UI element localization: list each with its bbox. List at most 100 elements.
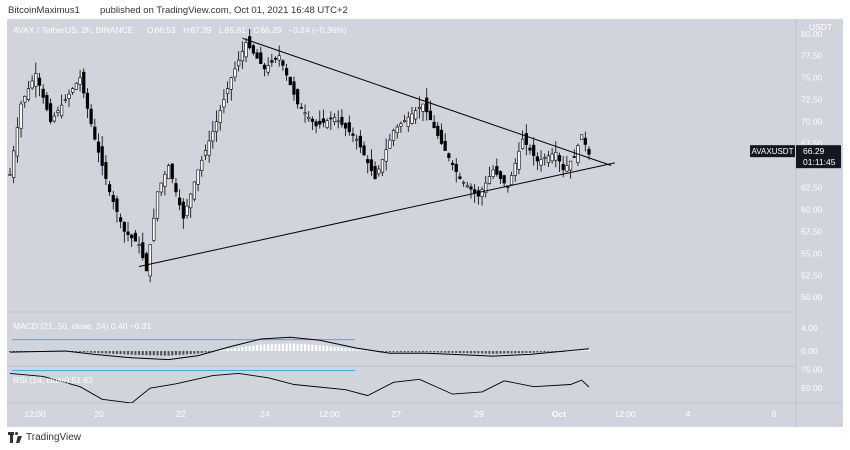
macd-histogram-bar <box>554 351 557 352</box>
macd-histogram-bar <box>392 351 395 353</box>
macd-histogram-bar <box>274 343 277 351</box>
macd-histogram-bar <box>580 350 583 351</box>
candle <box>244 38 248 63</box>
candle <box>436 121 440 140</box>
price-tick-label: 50.00 <box>801 292 823 302</box>
candle <box>299 102 303 109</box>
candle <box>174 178 178 197</box>
candle <box>137 236 141 254</box>
macd-histogram-bar <box>174 351 178 356</box>
macd-histogram-bar <box>326 345 329 351</box>
macd-histogram-bar <box>303 344 307 351</box>
candle <box>259 46 263 65</box>
macd-histogram-bar <box>388 351 391 353</box>
candle <box>532 137 536 166</box>
candle <box>119 213 123 229</box>
macd-histogram-bar <box>385 351 388 352</box>
time-tick-label: 12:00 <box>614 409 636 419</box>
macd-histogram-bar <box>333 346 336 351</box>
candle <box>159 182 163 197</box>
candle <box>262 62 267 77</box>
macd-histogram-bar <box>267 344 270 351</box>
macd-histogram-bar <box>381 351 384 352</box>
macd-histogram-bar <box>495 351 498 354</box>
macd-histogram-bar <box>185 351 189 355</box>
macd-histogram-bar <box>141 351 144 356</box>
candle <box>347 115 351 136</box>
candle <box>509 171 514 186</box>
macd-histogram-bar <box>337 347 340 351</box>
macd-histogram-bar <box>407 351 410 353</box>
candle <box>8 167 12 176</box>
candle <box>502 174 506 188</box>
candle <box>369 149 374 176</box>
candle <box>71 87 75 95</box>
candle <box>222 89 226 114</box>
macd-histogram-bar <box>469 351 473 354</box>
candle <box>130 233 134 248</box>
candle <box>535 152 539 171</box>
candle <box>85 88 90 118</box>
macd-histogram-bar <box>255 344 259 351</box>
candle <box>45 92 49 112</box>
macd-histogram-bar <box>344 348 347 351</box>
rsi-params: (14, close) <box>29 375 70 385</box>
macd-histogram-bar <box>340 347 344 351</box>
candle <box>240 41 244 70</box>
candle <box>34 62 38 98</box>
candle <box>340 109 344 128</box>
time-tick-label: 29 <box>474 409 484 419</box>
candle <box>484 176 488 198</box>
candle <box>443 133 447 151</box>
candle <box>107 180 112 196</box>
candle <box>377 165 381 177</box>
candle <box>233 61 237 82</box>
time-tick-label: 27 <box>391 409 401 419</box>
macd-histogram-bar <box>492 351 495 354</box>
price-tick-label: 62.50 <box>801 182 823 192</box>
macd-histogram-bar <box>248 345 251 351</box>
rsi-tick-label: 50.00 <box>801 383 823 393</box>
price-axis[interactable]: USDT80.0077.5075.0072.5070.0067.5065.006… <box>801 22 832 393</box>
macd-histogram-bar <box>219 350 222 351</box>
close-label: C <box>253 25 260 35</box>
tradingview-footer[interactable]: TradingView <box>8 432 81 443</box>
macd-histogram-bar <box>171 351 174 356</box>
macd-histogram-bar <box>182 351 185 355</box>
close-value: 66.29 <box>260 25 282 35</box>
candle <box>211 120 215 149</box>
candle <box>521 130 525 150</box>
candle <box>82 68 86 99</box>
candle <box>60 94 64 119</box>
candle <box>325 118 329 130</box>
candle <box>399 121 403 133</box>
candle <box>48 98 53 125</box>
candle <box>524 124 528 156</box>
macd-histogram-bar <box>123 351 126 355</box>
macd-histogram-bar <box>510 351 513 354</box>
candle <box>366 155 370 174</box>
candle <box>557 152 562 172</box>
candle <box>178 189 182 211</box>
candle <box>225 81 230 104</box>
candle <box>23 95 27 108</box>
macd-histogram-bar <box>576 350 580 352</box>
candle <box>355 134 359 150</box>
macd-histogram-bar <box>569 350 572 352</box>
candle <box>126 221 130 242</box>
macd-histogram-bar <box>244 346 248 351</box>
macd-histogram-bar <box>421 351 425 353</box>
chart-area[interactable]: USDT80.0077.5075.0072.5070.0067.5065.006… <box>7 19 843 427</box>
publish-text: published on TradingView.com, Oct 01, 20… <box>100 5 348 16</box>
time-axis[interactable]: 12:00 20 22 24 12:00 27 29 Oct 12:00 4 6 <box>24 409 776 419</box>
macd-histogram-bar <box>278 343 281 351</box>
macd-histogram-bar <box>418 351 421 353</box>
macd-histogram-bar <box>270 344 273 351</box>
macd-histogram-bar <box>167 351 170 356</box>
candle <box>384 138 388 171</box>
candle <box>395 124 399 139</box>
macd-histogram-bar <box>436 351 439 353</box>
macd-histogram-bar <box>348 348 351 351</box>
macd-histogram-bar <box>403 351 406 353</box>
badge-symbol-box <box>750 145 795 158</box>
